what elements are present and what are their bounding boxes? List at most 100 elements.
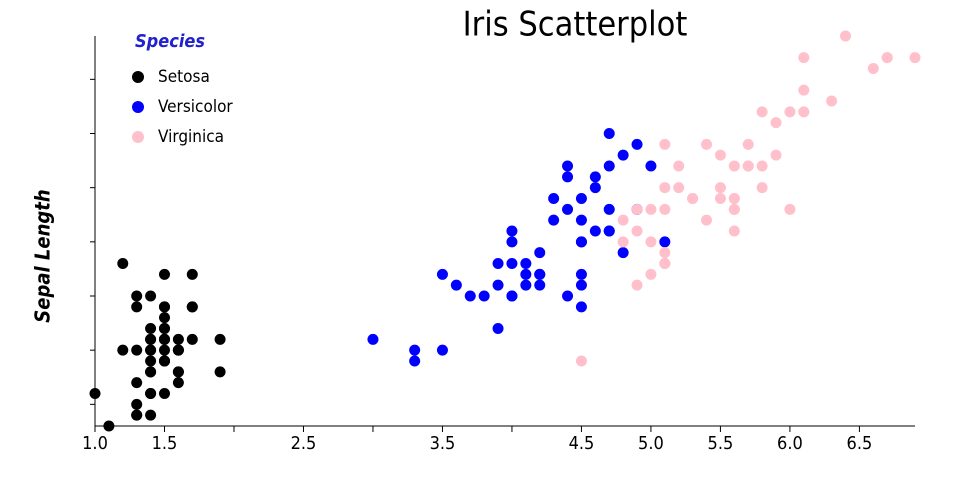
point <box>131 301 143 313</box>
point <box>659 203 671 215</box>
legend-label: Virginica <box>158 127 224 147</box>
point <box>575 214 587 226</box>
point <box>575 193 587 204</box>
point <box>103 420 115 432</box>
x-tick-label: 5.0 <box>638 433 664 454</box>
point <box>798 52 810 64</box>
point <box>158 333 170 345</box>
point <box>214 366 226 378</box>
point <box>687 193 699 204</box>
point <box>172 366 184 378</box>
point <box>645 236 657 248</box>
x-tick-label: 6.0 <box>777 433 803 454</box>
point <box>756 182 768 194</box>
point <box>145 333 157 345</box>
point <box>506 258 518 269</box>
point <box>172 377 184 389</box>
x-tick-label: 6.5 <box>847 433 873 454</box>
point <box>562 290 574 302</box>
point <box>158 268 170 280</box>
point <box>575 236 587 248</box>
point <box>158 312 170 324</box>
point <box>158 388 170 399</box>
x-tick-label: 1.5 <box>152 433 178 454</box>
point <box>575 279 587 291</box>
point <box>617 236 629 248</box>
point <box>520 268 532 280</box>
x-tick-label: 2.5 <box>291 433 317 454</box>
point <box>714 149 726 161</box>
point <box>728 225 740 237</box>
point <box>645 160 657 172</box>
point <box>840 30 852 42</box>
point <box>548 214 560 226</box>
point <box>728 203 740 215</box>
point <box>631 225 643 237</box>
chart-title: Iris Scatterplot <box>463 5 688 45</box>
point <box>603 160 615 172</box>
point <box>436 268 448 280</box>
point <box>798 106 810 118</box>
point <box>603 203 615 215</box>
point <box>89 388 101 399</box>
point <box>575 268 587 280</box>
point <box>798 84 810 96</box>
point <box>617 247 629 259</box>
point <box>881 52 893 64</box>
point <box>506 236 518 248</box>
point <box>506 290 518 302</box>
point <box>131 377 143 389</box>
point <box>659 182 671 194</box>
point <box>617 149 629 161</box>
point <box>117 258 129 269</box>
point <box>714 193 726 204</box>
point <box>659 138 671 150</box>
point <box>826 95 838 107</box>
point <box>575 301 587 313</box>
point <box>701 138 713 150</box>
point <box>562 160 574 172</box>
point <box>186 268 198 280</box>
point <box>589 225 601 237</box>
point <box>158 344 170 356</box>
point <box>603 128 615 139</box>
point <box>158 355 170 367</box>
point <box>784 106 796 118</box>
point <box>172 333 184 345</box>
point <box>575 355 587 367</box>
point <box>214 333 226 345</box>
point <box>909 52 921 64</box>
point <box>784 203 796 215</box>
point <box>631 203 643 215</box>
point <box>409 355 421 367</box>
point <box>645 268 657 280</box>
legend-title: Species <box>135 31 205 52</box>
x-tick-label: 5.5 <box>708 433 734 454</box>
point <box>659 236 671 248</box>
point <box>589 171 601 183</box>
point <box>492 323 504 334</box>
legend-label: Versicolor <box>158 97 233 117</box>
point <box>117 344 129 356</box>
x-tick-label: 3.5 <box>430 433 456 454</box>
legend-marker <box>132 131 144 143</box>
point <box>158 301 170 313</box>
point <box>673 182 685 194</box>
point <box>145 290 157 302</box>
point <box>131 409 143 421</box>
point <box>492 279 504 291</box>
point <box>436 344 448 356</box>
legend-marker <box>132 101 144 113</box>
point <box>172 344 184 356</box>
point <box>492 258 504 269</box>
point <box>659 258 671 269</box>
point <box>728 160 740 172</box>
point <box>631 279 643 291</box>
point <box>464 290 476 302</box>
point <box>145 366 157 378</box>
point <box>534 247 546 259</box>
legend-marker <box>132 71 144 83</box>
point <box>409 344 421 356</box>
